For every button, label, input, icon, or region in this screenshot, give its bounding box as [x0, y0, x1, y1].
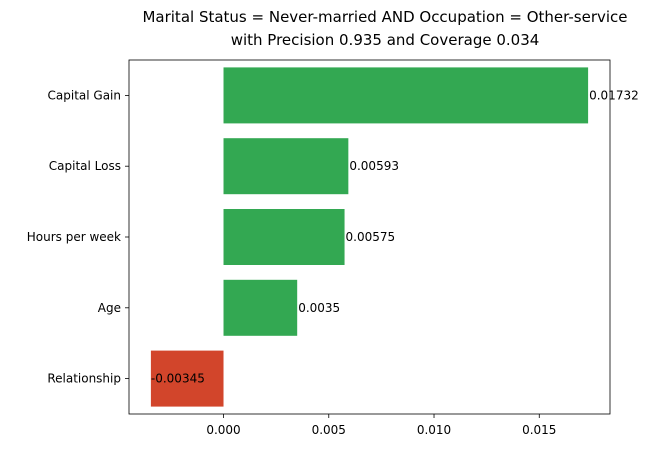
data-label: 0.0035 [298, 301, 340, 315]
bar [223, 138, 349, 195]
data-label: 0.00575 [346, 230, 396, 244]
y-tick-label: Age [98, 301, 121, 315]
data-label: 0.00593 [349, 159, 399, 173]
plot-frame [128, 59, 611, 415]
y-tick-label: Relationship [47, 372, 121, 386]
bar [223, 209, 345, 265]
data-label: -0.00345 [151, 372, 205, 386]
bar [150, 350, 224, 407]
bar [223, 67, 589, 124]
chart-title-line-1: Marital Status = Never-married AND Occup… [142, 8, 627, 26]
plot-area: Capital Gain 0.01732 Capital Loss 0.00593 Ho… [27, 59, 639, 437]
y-tick-label: Capital Gain [48, 88, 121, 102]
chart-title-line-2: with Precision 0.935 and Coverage 0.034 [231, 31, 540, 49]
x-tick-label: 0.010 [417, 423, 451, 437]
x-tick-label: 0.015 [522, 423, 556, 437]
bar [223, 279, 298, 336]
x-tick-label: 0.000 [206, 423, 240, 437]
y-tick-label: Capital Loss [49, 159, 121, 173]
data-label: 0.01732 [589, 88, 639, 102]
x-tick-label: 0.005 [312, 423, 346, 437]
y-tick-label: Hours per week [27, 230, 121, 244]
